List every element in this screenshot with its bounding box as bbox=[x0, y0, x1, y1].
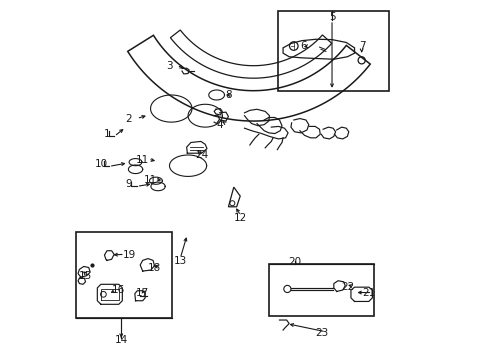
Text: 21: 21 bbox=[362, 288, 375, 297]
Text: 8: 8 bbox=[224, 90, 231, 100]
Bar bbox=[76, 232, 171, 318]
Text: 2: 2 bbox=[125, 114, 131, 124]
Text: 4: 4 bbox=[216, 120, 223, 130]
Text: 15: 15 bbox=[79, 271, 92, 282]
Text: 16: 16 bbox=[112, 285, 125, 295]
Text: 22: 22 bbox=[341, 282, 354, 292]
Text: 11: 11 bbox=[136, 156, 149, 165]
Text: 24: 24 bbox=[195, 150, 208, 160]
Text: 23: 23 bbox=[315, 328, 328, 338]
Bar bbox=[278, 11, 388, 91]
Text: 13: 13 bbox=[173, 256, 186, 266]
Text: 3: 3 bbox=[166, 61, 172, 71]
Text: 9: 9 bbox=[125, 179, 131, 189]
Text: 18: 18 bbox=[147, 262, 161, 273]
Text: 20: 20 bbox=[287, 257, 301, 267]
Text: 12: 12 bbox=[234, 212, 247, 222]
Bar bbox=[268, 264, 373, 316]
Text: 14: 14 bbox=[114, 335, 128, 345]
Text: 19: 19 bbox=[122, 250, 136, 260]
Text: 7: 7 bbox=[358, 41, 365, 51]
Text: 1: 1 bbox=[103, 129, 110, 139]
Text: 10: 10 bbox=[95, 159, 108, 169]
Text: 11: 11 bbox=[144, 175, 157, 185]
Text: 5: 5 bbox=[328, 13, 335, 22]
Text: 6: 6 bbox=[300, 41, 306, 51]
Text: 17: 17 bbox=[135, 288, 148, 297]
